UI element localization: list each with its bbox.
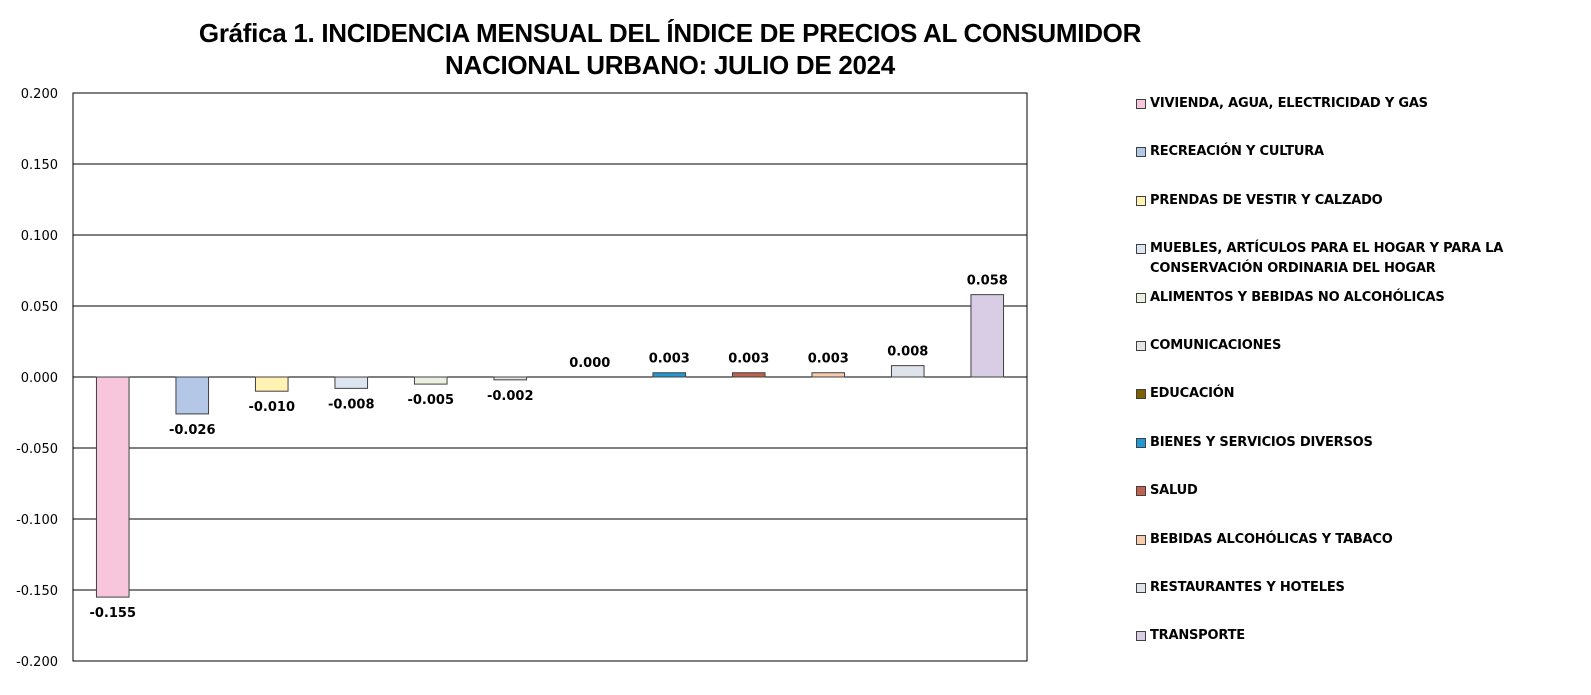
legend-item: SALUD	[1136, 481, 1576, 501]
legend-label-line: RECREACIÓN Y CULTURA	[1150, 144, 1324, 160]
bar-value-label: -0.010	[248, 400, 295, 415]
bar-value-label: 0.003	[649, 352, 690, 367]
bar	[811, 372, 846, 378]
legend-item: EDUCACIÓN	[1136, 384, 1576, 404]
legend-label-line: COMUNICACIONES	[1150, 338, 1282, 353]
legend-item: TRANSPORTE	[1136, 626, 1576, 646]
legend-label: VIVIENDA, AGUA, ELECTRICIDAD Y GAS	[1150, 94, 1428, 114]
bar	[652, 372, 687, 378]
bar	[413, 376, 448, 385]
bar-value-label: -0.155	[89, 606, 136, 621]
legend-swatch	[1136, 292, 1146, 303]
legend-label: EDUCACIÓN	[1150, 384, 1235, 404]
legend-label-line: CONSERVACIÓN ORDINARIA DEL HOGAR	[1150, 261, 1436, 277]
legend-item: MUEBLES, ARTÍCULOS PARA EL HOGAR Y PARA …	[1136, 239, 1576, 279]
legend-label: PRENDAS DE VESTIR Y CALZADO	[1150, 191, 1383, 211]
legend-label: BIENES Y SERVICIOS DIVERSOS	[1150, 433, 1373, 453]
legend-item: PRENDAS DE VESTIR Y CALZADO	[1136, 191, 1576, 211]
y-tick-label: 0.050	[21, 300, 58, 315]
bar-value-label: -0.005	[407, 393, 454, 408]
legend-swatch	[1136, 244, 1146, 255]
legend-swatch	[1136, 99, 1146, 109]
legend-label: BEBIDAS ALCOHÓLICAS Y TABACO	[1150, 530, 1393, 550]
legend-swatch	[1136, 147, 1146, 158]
bar-value-label: 0.003	[728, 352, 769, 367]
bar	[890, 365, 925, 378]
legend-swatch	[1136, 534, 1146, 545]
legend-label-line: RESTAURANTES Y HOTELES	[1150, 580, 1345, 595]
y-tick-label: -0.200	[16, 655, 58, 670]
y-tick-label: 0.000	[21, 371, 58, 386]
legend-item: BEBIDAS ALCOHÓLICAS Y TABACO	[1136, 530, 1576, 550]
legend-label-line: VIVIENDA, AGUA, ELECTRICIDAD Y GAS	[1150, 96, 1428, 111]
legend-swatch	[1136, 389, 1146, 400]
y-axis-ticks: 0.200 0.150 0.100 0.050 0.000 -0.050 -0.100 -0.…	[16, 87, 58, 670]
legend-item: COMUNICACIONES	[1136, 336, 1576, 356]
gridlines	[73, 92, 1027, 662]
legend-label-line: BIENES Y SERVICIOS DIVERSOS	[1150, 434, 1373, 450]
legend-label-line: PRENDAS DE VESTIR Y CALZADO	[1150, 192, 1383, 208]
legend-label-line: TRANSPORTE	[1150, 628, 1245, 644]
bar	[175, 376, 210, 415]
legend-item: RESTAURANTES Y HOTELES	[1136, 578, 1576, 598]
bar	[334, 376, 369, 389]
chart-title: Gráfica 1. INCIDENCIA MENSUAL DEL ÍNDICE…	[0, 17, 1340, 81]
y-tick-label: -0.100	[16, 513, 58, 528]
legend-swatch	[1136, 341, 1146, 351]
bar	[95, 376, 130, 598]
y-tick-label: 0.150	[21, 158, 58, 173]
legend-swatch	[1136, 583, 1146, 593]
legend-swatch	[1136, 195, 1146, 206]
bar	[254, 376, 289, 392]
legend-item: VIVIENDA, AGUA, ELECTRICIDAD Y GAS	[1136, 94, 1576, 114]
plot-area-frame	[72, 92, 1028, 662]
bar-value-label: -0.026	[169, 423, 216, 438]
bar	[970, 294, 1005, 378]
bar	[493, 376, 528, 381]
legend-label: COMUNICACIONES	[1150, 336, 1281, 356]
bar-chart: 0.200 0.150 0.100 0.050 0.000 -0.050 -0.100 -0.…	[16, 87, 1028, 670]
bars	[95, 294, 1005, 598]
bar-value-label: -0.002	[487, 389, 534, 404]
legend-label-line: SALUD	[1150, 483, 1198, 499]
bar-value-label: 0.058	[967, 274, 1008, 289]
legend-label: RESTAURANTES Y HOTELES	[1150, 578, 1345, 598]
legend-item: RECREACIÓN Y CULTURA	[1136, 142, 1576, 162]
legend-swatch	[1136, 486, 1146, 497]
data-labels: -0.155 -0.026 -0.010 -0.008 -0.005 -0.002 0.00…	[89, 274, 1007, 621]
y-tick-label: 0.200	[21, 87, 58, 102]
chart-title-line-1: Gráfica 1. INCIDENCIA MENSUAL DEL ÍNDICE…	[198, 18, 1142, 48]
legend-label-line: EDUCACIÓN	[1150, 386, 1235, 402]
bar-value-label: -0.008	[328, 397, 375, 412]
legend-label: ALIMENTOS Y BEBIDAS NO ALCOHÓLICAS	[1150, 288, 1445, 308]
legend-item: BIENES Y SERVICIOS DIVERSOS	[1136, 433, 1576, 453]
y-tick-label: -0.050	[16, 442, 58, 457]
bar	[731, 372, 766, 378]
legend-label-line: BEBIDAS ALCOHÓLICAS Y TABACO	[1150, 531, 1393, 547]
y-tick-label: -0.150	[16, 584, 58, 599]
bar-value-label: 0.000	[569, 356, 610, 371]
chart-title-line-2: NACIONAL URBANO: JULIO DE 2024	[445, 50, 895, 80]
legend-label: SALUD	[1150, 481, 1198, 501]
bar-value-label: 0.008	[887, 345, 928, 360]
legend-swatch	[1136, 437, 1146, 448]
legend-item: ALIMENTOS Y BEBIDAS NO ALCOHÓLICAS	[1136, 288, 1576, 308]
legend-swatch	[1136, 631, 1146, 642]
legend-label: TRANSPORTE	[1150, 626, 1245, 646]
legend-label-line: MUEBLES, ARTÍCULOS PARA EL HOGAR Y PARA …	[1150, 241, 1504, 257]
y-tick-label: 0.100	[21, 229, 58, 244]
legend-label-line: ALIMENTOS Y BEBIDAS NO ALCOHÓLICAS	[1150, 289, 1445, 305]
legend-label: RECREACIÓN Y CULTURA	[1150, 142, 1324, 162]
bar-value-label: 0.003	[808, 352, 849, 367]
legend-label: MUEBLES, ARTÍCULOS PARA EL HOGAR Y PARA …	[1150, 239, 1503, 279]
